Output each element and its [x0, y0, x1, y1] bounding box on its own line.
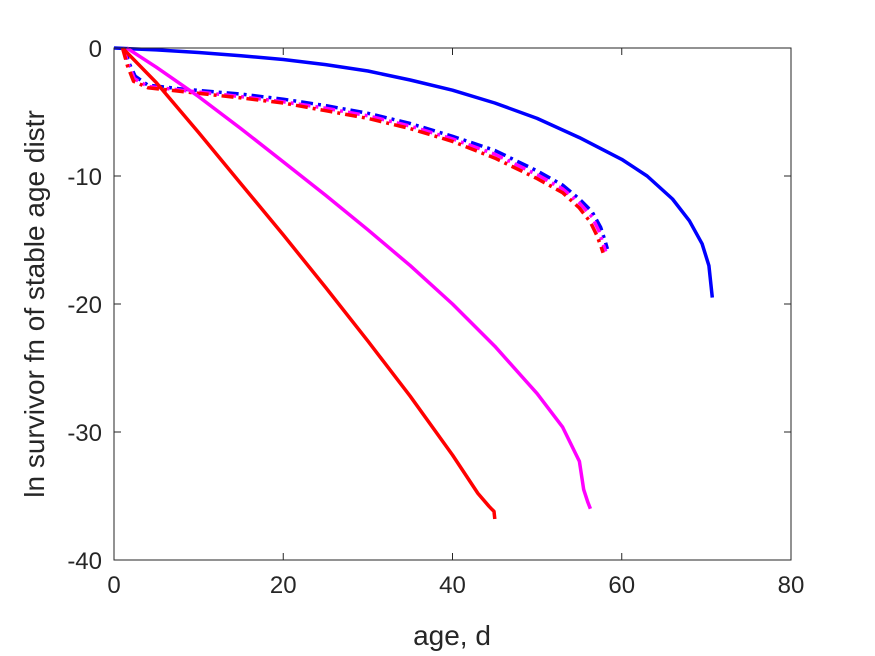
y-tick-label: -30: [67, 420, 102, 447]
series-layer: [113, 46, 715, 520]
x-tick-label: 0: [107, 572, 120, 599]
y-tick-label: -20: [67, 292, 102, 319]
y-tick-label: -10: [67, 164, 102, 191]
series-line-5: [125, 46, 593, 510]
series-line-2: [122, 47, 610, 250]
x-tick-label: 40: [439, 572, 466, 599]
series-line-4: [120, 47, 605, 254]
series-line-6: [121, 46, 497, 520]
x-tick-label: 60: [608, 572, 635, 599]
y-axis-label: ln survivor fn of stable age distr: [19, 110, 50, 498]
series-line-1: [113, 46, 715, 298]
x-axis-label: age, d: [413, 620, 491, 651]
y-tick-label: -40: [67, 548, 102, 575]
y-tick-label: 0: [89, 36, 102, 63]
x-tick-label: 80: [778, 572, 805, 599]
tick-layer: 0 20 40 60 80 0 -10 -20 -30 -40: [67, 36, 804, 599]
x-tick-label: 20: [270, 572, 297, 599]
